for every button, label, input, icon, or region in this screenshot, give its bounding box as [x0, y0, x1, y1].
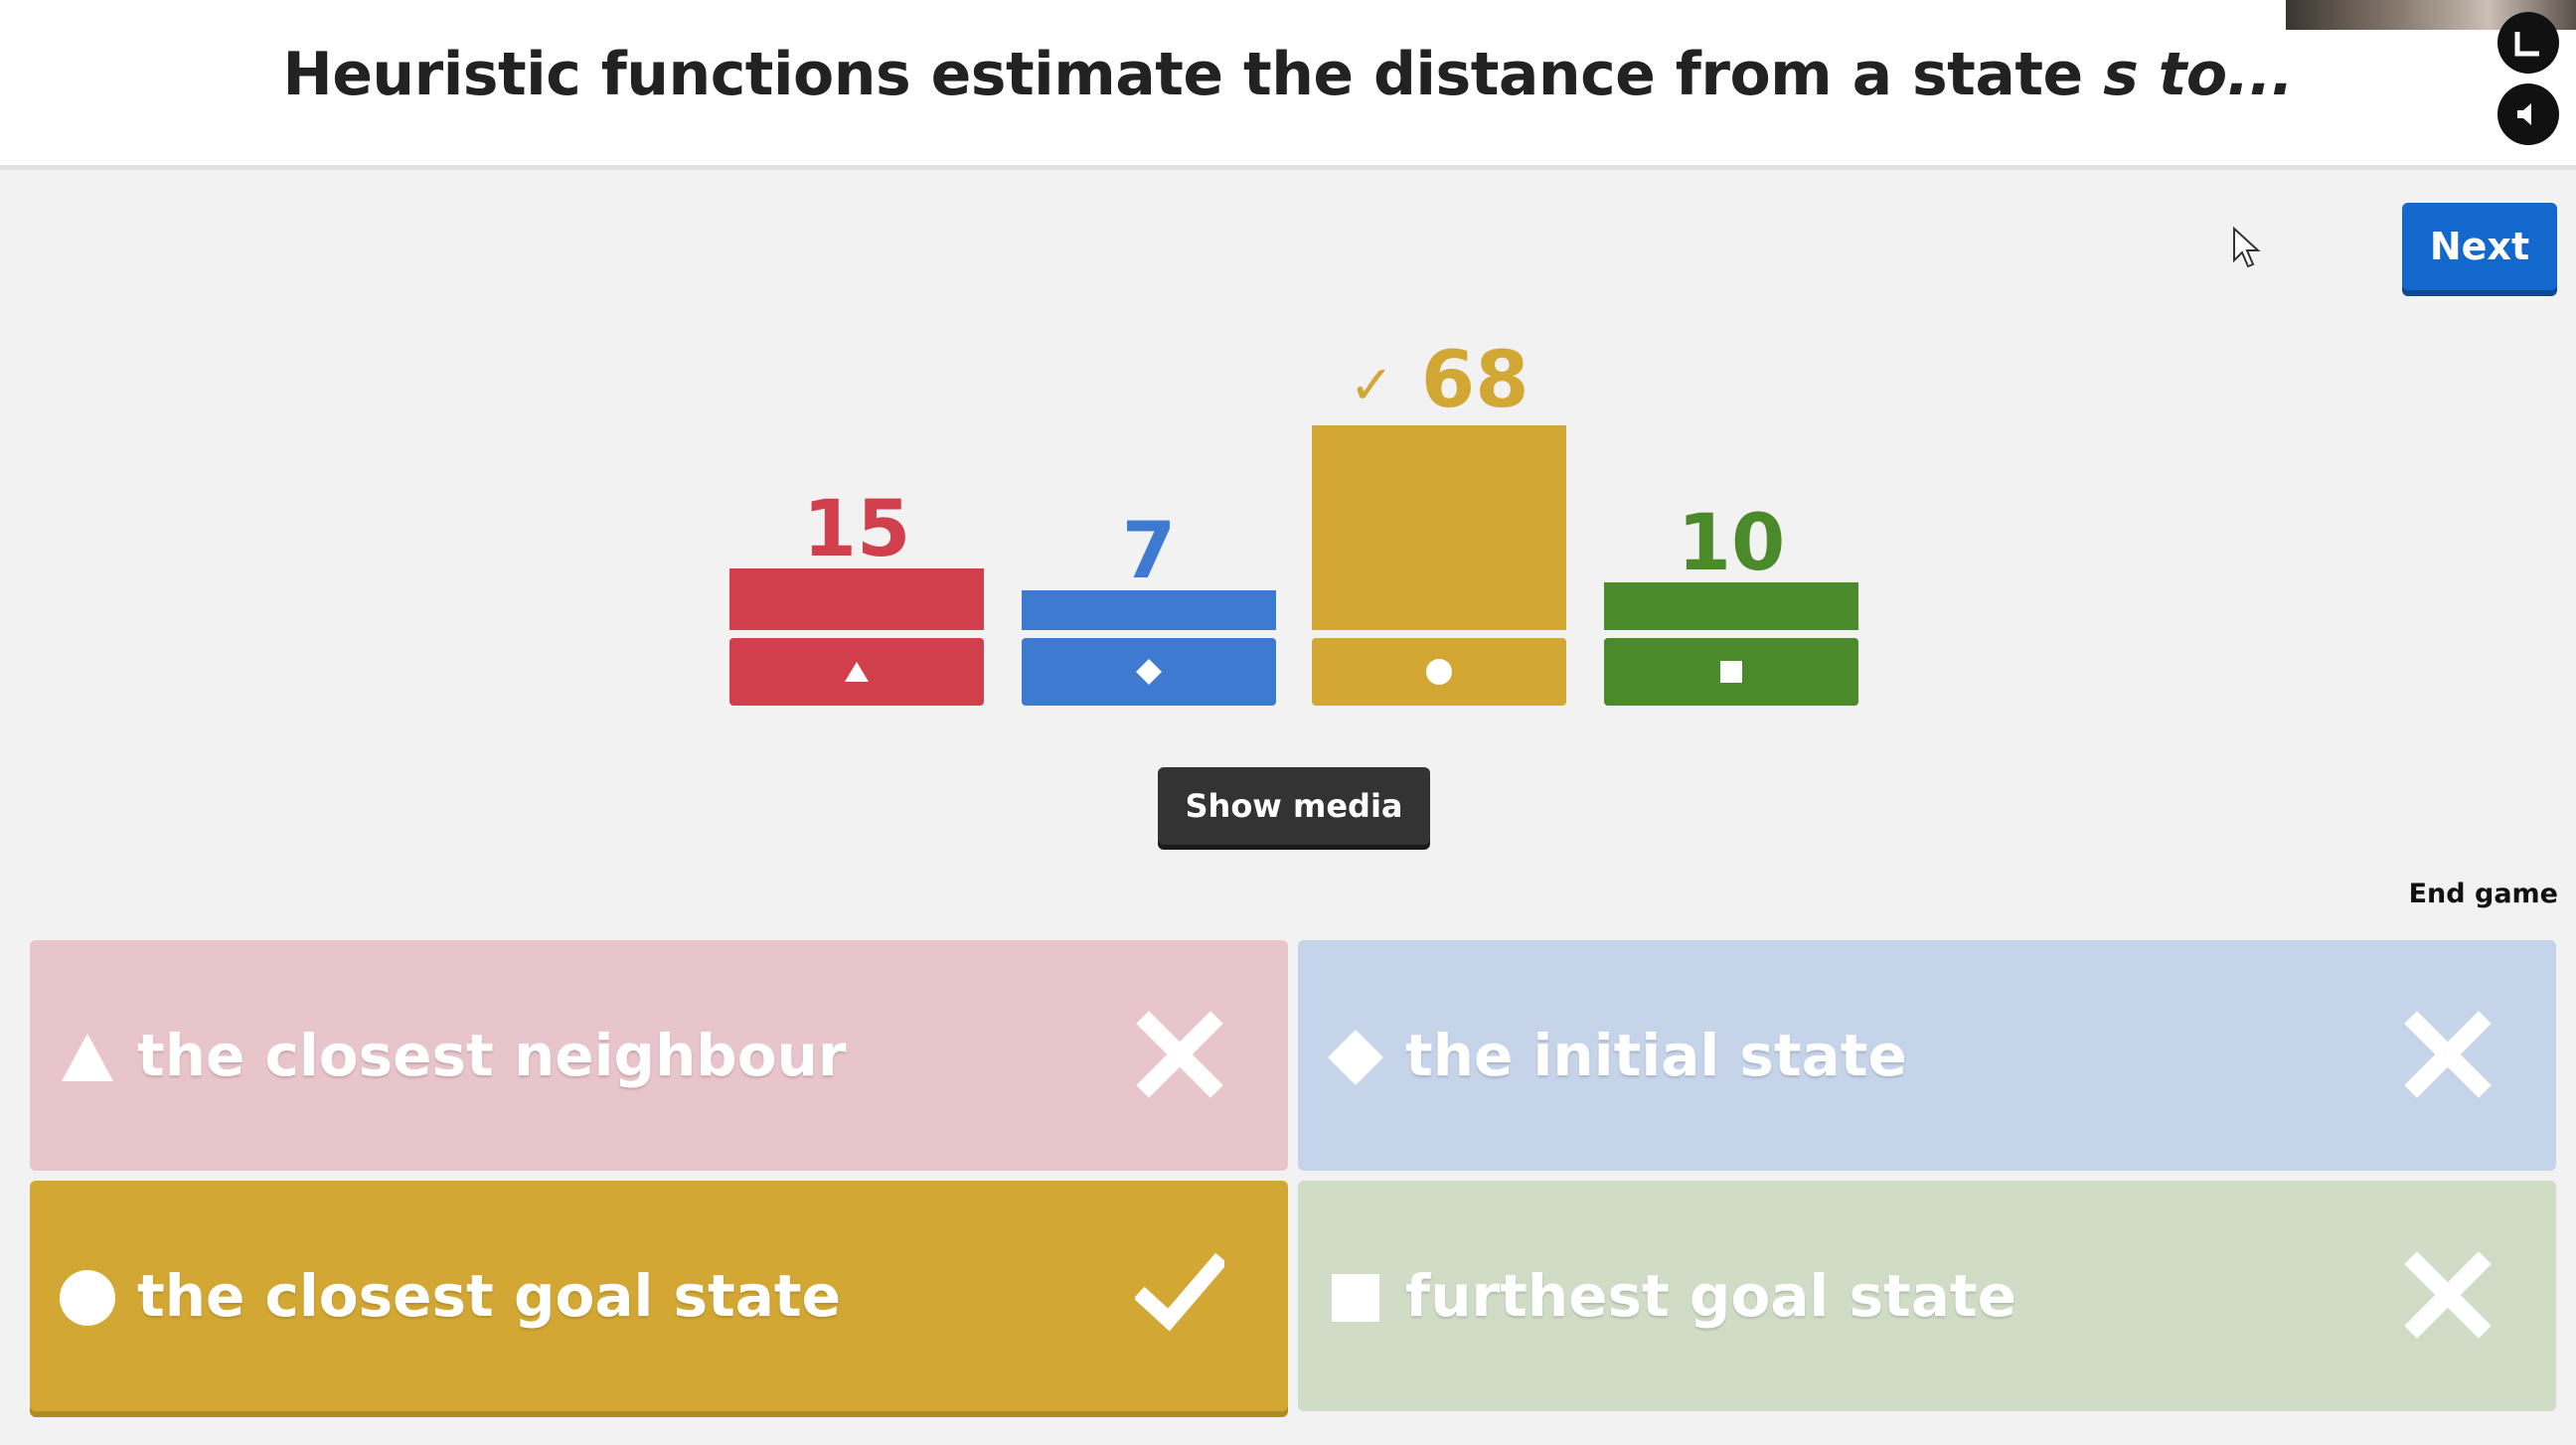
- circle-icon: [60, 1270, 115, 1326]
- result-bar-green: [1604, 582, 1858, 630]
- answer-option-yellow: the closest goal state: [30, 1181, 1288, 1411]
- show-media-button[interactable]: Show media: [1158, 767, 1430, 845]
- fullscreen-icon: [2514, 32, 2539, 57]
- mouse-cursor-icon: [2233, 227, 2261, 268]
- question-title: Heuristic functions estimate the distanc…: [0, 40, 2576, 109]
- result-count-green: 10: [1677, 499, 1786, 588]
- answer-label: the closest goal state: [137, 1262, 841, 1330]
- answer-label: the closest neighbour: [137, 1022, 847, 1089]
- result-bar-yellow: [1312, 425, 1566, 630]
- next-button[interactable]: Next: [2402, 203, 2557, 290]
- end-game-link[interactable]: End game: [2408, 879, 2558, 909]
- question-header: Heuristic functions estimate the distanc…: [0, 0, 2576, 170]
- incorrect-cross-icon: [2404, 1251, 2492, 1339]
- result-count-blue: 7: [1121, 507, 1177, 596]
- speaker-icon: [2517, 103, 2531, 125]
- incorrect-cross-icon: [2404, 1011, 2492, 1098]
- question-text-italic: s to...: [2103, 40, 2294, 109]
- result-base-blue: [1022, 638, 1276, 706]
- correct-check-icon: [1135, 1252, 1224, 1332]
- correct-check-icon: ✓: [1349, 354, 1394, 417]
- square-icon: [1332, 1274, 1379, 1322]
- answer-label: furthest goal state: [1405, 1262, 2016, 1330]
- result-bar-blue: [1022, 590, 1276, 630]
- triangle-icon: [845, 662, 869, 682]
- result-bar-red: [729, 568, 984, 630]
- circle-icon: [1426, 659, 1452, 685]
- triangle-icon: [62, 1034, 113, 1081]
- diamond-icon: [1328, 1030, 1383, 1085]
- result-base-green: [1604, 638, 1858, 706]
- answer-label: the initial state: [1405, 1022, 1907, 1089]
- square-icon: [1720, 661, 1742, 683]
- question-text: Heuristic functions estimate the distanc…: [282, 40, 2104, 109]
- results-chart: 15 7 ✓ 68 10: [0, 0, 2576, 716]
- sound-button[interactable]: [2497, 83, 2559, 145]
- result-count-yellow: ✓ 68: [1349, 336, 1530, 425]
- answer-option-blue: the initial state: [1298, 940, 2556, 1171]
- incorrect-cross-icon: [1136, 1011, 1223, 1098]
- answer-option-red: the closest neighbour: [30, 940, 1288, 1171]
- diamond-icon: [1136, 659, 1162, 685]
- result-base-red: [729, 638, 984, 706]
- result-count-red: 15: [802, 485, 911, 574]
- answer-option-green: furthest goal state: [1298, 1181, 2556, 1411]
- fullscreen-button[interactable]: [2497, 12, 2559, 74]
- result-base-yellow: [1312, 638, 1566, 706]
